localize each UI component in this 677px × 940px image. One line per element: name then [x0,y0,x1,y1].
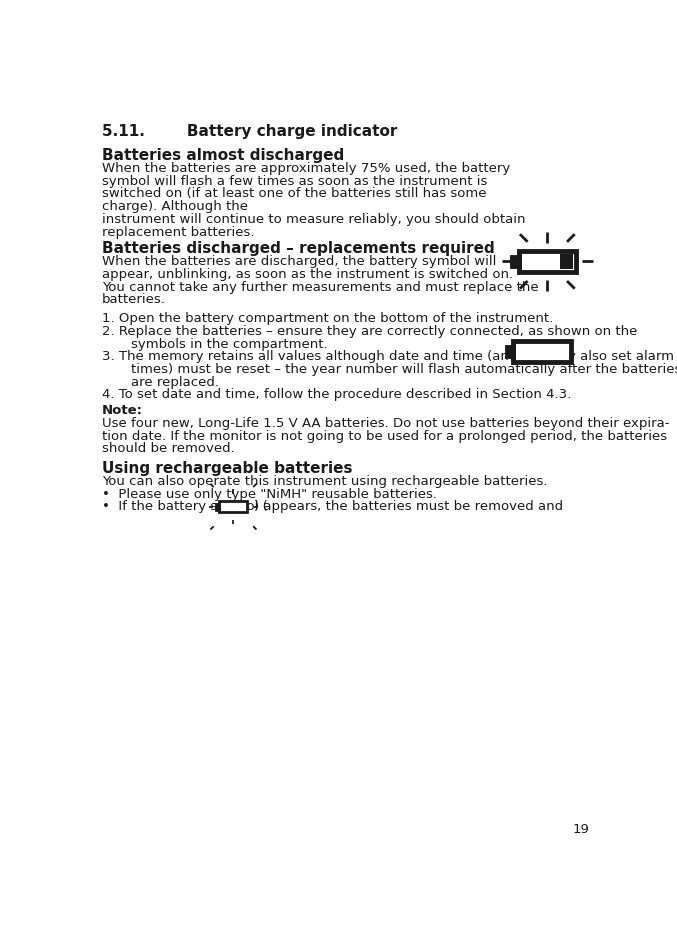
Text: When the batteries are approximately 75% used, the battery: When the batteries are approximately 75%… [102,162,510,175]
Text: 1. Open the battery compartment on the bottom of the instrument.: 1. Open the battery compartment on the b… [102,312,553,325]
Text: instrument will continue to measure reliably, you should obtain: instrument will continue to measure reli… [102,212,525,226]
Text: Use four new, Long-Life 1.5 V AA batteries. Do not use batteries beyond their ex: Use four new, Long-Life 1.5 V AA batteri… [102,417,669,430]
Text: appear, unblinking, as soon as the instrument is switched on.: appear, unblinking, as soon as the instr… [102,268,512,281]
Bar [519,251,576,273]
Bar [219,501,247,512]
Text: You can also operate this instrument using rechargeable batteries.: You can also operate this instrument usi… [102,475,547,488]
Text: should be removed.: should be removed. [102,443,234,455]
Text: Using rechargeable batteries: Using rechargeable batteries [102,462,352,477]
Text: symbols in the compartment.: symbols in the compartment. [114,337,328,351]
Text: 3. The memory retains all values although date and time (and possibly also set a: 3. The memory retains all values althoug… [102,351,674,364]
Text: symbol will flash a few times as soon as the instrument is: symbol will flash a few times as soon as… [102,175,487,188]
Text: 4. To set date and time, follow the procedure described in Section 4.3.: 4. To set date and time, follow the proc… [102,388,571,401]
Text: tion date. If the monitor is not going to be used for a prolonged period, the ba: tion date. If the monitor is not going t… [102,430,667,443]
Bar [561,254,573,269]
Text: switched on (if at least one of the batteries still has some: switched on (if at least one of the batt… [102,187,486,200]
Text: Batteries almost discharged: Batteries almost discharged [102,149,344,164]
Text: replacement batteries.: replacement batteries. [102,226,254,239]
Text: •  If the battery symbol (: • If the battery symbol ( [102,500,270,513]
Text: 19: 19 [572,822,589,836]
Bar [215,504,219,509]
Text: charge). Although the: charge). Although the [102,200,248,213]
Text: 2. Replace the batteries – ensure they are correctly connected, as shown on the: 2. Replace the batteries – ensure they a… [102,325,637,338]
Text: Batteries discharged – replacements required: Batteries discharged – replacements requ… [102,242,494,257]
Bar [513,340,571,362]
Bar [507,347,513,356]
Text: 5.11.        Battery charge indicator: 5.11. Battery charge indicator [102,123,397,138]
Text: times) must be reset – the year number will flash automatically after the batter: times) must be reset – the year number w… [114,363,677,376]
Text: batteries.: batteries. [102,293,166,306]
Text: are replaced.: are replaced. [114,376,219,389]
Text: When the batteries are discharged, the battery symbol will: When the batteries are discharged, the b… [102,256,496,268]
Text: Note:: Note: [102,404,143,417]
Text: ) appears, the batteries must be removed and: ) appears, the batteries must be removed… [254,500,563,513]
Text: You cannot take any further measurements and must replace the: You cannot take any further measurements… [102,281,538,293]
Bar [512,257,519,266]
Text: •  Please use only type "NiMH" reusable batteries.: • Please use only type "NiMH" reusable b… [102,488,437,501]
